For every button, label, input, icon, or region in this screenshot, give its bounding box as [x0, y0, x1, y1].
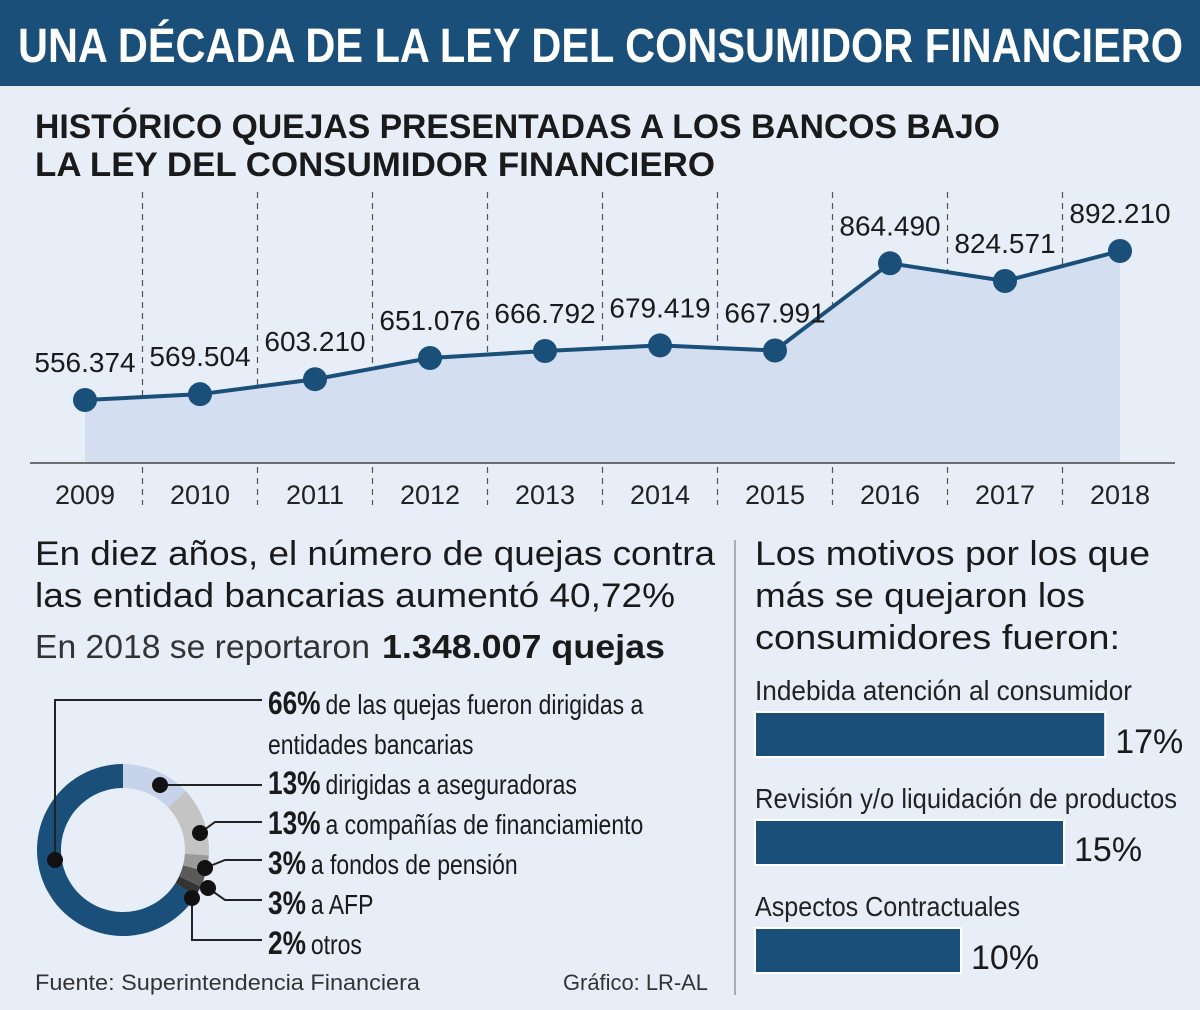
summary-highlight: 1.348.007 quejas — [382, 628, 665, 665]
value-label: 892.210 — [1069, 198, 1170, 229]
donut-segment — [36, 764, 196, 936]
point — [303, 367, 327, 392]
legend-label: de las quejas fueron dirigidas a entidad… — [268, 689, 644, 760]
legend-label: a fondos de pensión — [310, 849, 518, 880]
x-tick-label: 2010 — [170, 480, 230, 510]
point — [188, 382, 212, 407]
summary-headline: las entidad bancarias aumentó 40,72% — [35, 577, 675, 615]
legend-label: otros — [310, 929, 362, 960]
point — [73, 388, 97, 412]
chart-title: HISTÓRICO QUEJAS PRESENTADAS A LOS BANCO… — [35, 108, 1000, 146]
value-label: 603.210 — [264, 326, 365, 357]
point — [993, 269, 1017, 294]
point — [648, 333, 672, 358]
bar-category: Aspectos Contractuales — [755, 891, 1020, 922]
header-title: UNA DÉCADA DE LA LEY DEL CONSUMIDOR FINA… — [18, 19, 1183, 73]
x-tick-label: 2011 — [286, 480, 344, 510]
bar — [754, 711, 1107, 758]
value-label: 667.991 — [724, 297, 825, 328]
point — [418, 345, 442, 370]
summary-prefix: En 2018 se reportaron — [35, 628, 370, 665]
hbar-title: consumidores fueron: — [755, 619, 1120, 657]
value-label: 666.792 — [494, 298, 595, 329]
leaders — [54, 699, 262, 941]
value-label: 569.504 — [149, 341, 250, 372]
x-tick-label: 2015 — [745, 480, 805, 510]
bar-value: 15% — [1074, 831, 1142, 869]
footer-source: Fuente: Superintendencia Financiera — [35, 970, 421, 995]
bar — [754, 819, 1065, 866]
value-label: 679.419 — [609, 292, 710, 323]
point — [533, 339, 557, 364]
x-tick-label: 2013 — [515, 480, 575, 510]
footer-credit: Gráfico: LR-AL — [563, 970, 708, 995]
legend-value: 2% — [268, 925, 306, 961]
hbar-title: más se quejaron los — [755, 577, 1085, 615]
x-tick-label: 2012 — [400, 480, 460, 510]
point — [1108, 239, 1132, 263]
bar-category: Revisión y/o liquidación de productos — [755, 783, 1177, 814]
summary-headline: En diez años, el número de quejas contra — [35, 535, 715, 573]
legend-value: 3% — [268, 885, 306, 921]
value-label: 864.490 — [839, 210, 940, 241]
legend-label: dirigidas a aseguradoras — [325, 769, 577, 800]
point — [878, 251, 902, 276]
legend-value: 13% — [268, 765, 321, 801]
bar — [754, 927, 962, 974]
legend-label: a compañías de financiamiento — [325, 809, 644, 840]
legend-value: 66% — [268, 685, 321, 721]
x-tick-label: 2009 — [55, 480, 115, 510]
legend-item: 13% dirigidas a aseguradoras — [268, 763, 711, 805]
line — [84, 249, 1121, 402]
bar-category: Indebida atención al consumidor — [755, 675, 1132, 706]
bar-value: 17% — [1115, 723, 1183, 761]
legend-item: 2% otros — [268, 923, 711, 965]
legend-item: 3% a fondos de pensión — [268, 843, 711, 885]
area — [85, 251, 1120, 463]
value-label: 651.076 — [379, 305, 480, 336]
legend-value: 13% — [268, 805, 321, 841]
value-label: 556.374 — [34, 347, 135, 378]
value-label: 824.571 — [954, 228, 1055, 259]
x-tick-label: 2018 — [1090, 480, 1150, 510]
hbar-title: Los motivos por los que — [755, 535, 1150, 573]
chart-title: LA LEY DEL CONSUMIDOR FINANCIERO — [35, 146, 715, 184]
x-tick-label: 2016 — [860, 480, 920, 510]
legend-item: 3% a AFP — [268, 883, 711, 925]
bar-value: 10% — [971, 939, 1039, 977]
legend-value: 3% — [268, 845, 306, 881]
header-bar — [0, 0, 1200, 86]
leader-dots — [47, 777, 216, 906]
point — [763, 338, 787, 363]
x-tick-label: 2014 — [630, 480, 690, 510]
legend-label: a AFP — [310, 889, 374, 920]
legend-item: 13% a compañías de financiamiento — [268, 803, 711, 845]
legend-item: 66% de las quejas fueron dirigidas a enti… — [268, 683, 711, 765]
x-tick-label: 2017 — [975, 480, 1035, 510]
